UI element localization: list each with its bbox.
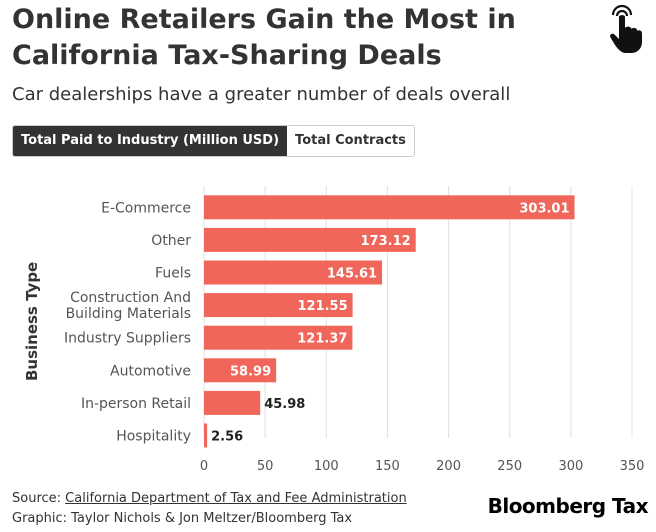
metric-toggle: Total Paid to Industry (Million USD) Tot… xyxy=(12,125,415,157)
category-label: E-Commerce xyxy=(101,200,191,216)
graphic-credit: Graphic: Taylor Nichols & Jon Meltzer/Bl… xyxy=(12,511,353,526)
value-label: 45.98 xyxy=(264,397,305,412)
category-label: Construction And Building Materials xyxy=(66,290,191,322)
value-label: 121.37 xyxy=(297,332,347,347)
x-tick-label: 0 xyxy=(200,459,208,474)
value-label: 173.12 xyxy=(361,234,411,249)
value-label: 58.99 xyxy=(230,364,271,379)
bar xyxy=(204,325,353,350)
bar-chart: 0 50 100 150 200 250 300 350 E-Commerce 303.01 Oth… xyxy=(23,186,645,474)
source-note: Source: California Department of Tax and… xyxy=(12,491,407,506)
x-tick-label: 200 xyxy=(436,459,461,474)
tab-total-paid[interactable]: Total Paid to Industry (Million USD) xyxy=(13,126,288,156)
source-link[interactable]: California Department of Tax and Fee Adm… xyxy=(65,491,407,506)
bar xyxy=(204,423,208,448)
chart-title: Online Retailers Gain the Most in Califo… xyxy=(12,4,516,71)
category-label: Other xyxy=(151,233,191,249)
bar xyxy=(204,195,575,220)
category-label: Hospitality xyxy=(116,429,191,445)
source-prefix: Source: xyxy=(12,491,66,506)
x-tick-label: 300 xyxy=(558,459,583,474)
category-label: Industry Suppliers xyxy=(64,331,191,347)
x-tick-label: 250 xyxy=(497,459,522,474)
x-tick-label: 50 xyxy=(257,459,274,474)
bar xyxy=(204,358,277,383)
y-axis-title: Business Type xyxy=(23,262,41,381)
chart-subtitle: Car dealerships have a greater number of… xyxy=(12,84,511,105)
category-label: In-person Retail xyxy=(81,396,191,412)
value-label: 303.01 xyxy=(519,201,569,216)
value-label: 145.61 xyxy=(327,267,377,282)
bar xyxy=(204,390,261,415)
brand-logo: Bloomberg Tax xyxy=(487,494,649,518)
tab-total-contracts[interactable]: Total Contracts xyxy=(287,126,414,156)
x-tick-label: 100 xyxy=(314,459,339,474)
bar xyxy=(204,227,416,252)
x-tick-label: 150 xyxy=(375,459,400,474)
value-label: 2.56 xyxy=(211,430,243,445)
category-label: Fuels xyxy=(155,266,191,282)
x-tick-label: 350 xyxy=(620,459,645,474)
category-label: Automotive xyxy=(110,363,191,379)
tap-hand-icon[interactable] xyxy=(606,4,644,54)
bar xyxy=(204,293,353,318)
bar xyxy=(204,260,383,285)
value-label: 121.55 xyxy=(297,299,347,314)
